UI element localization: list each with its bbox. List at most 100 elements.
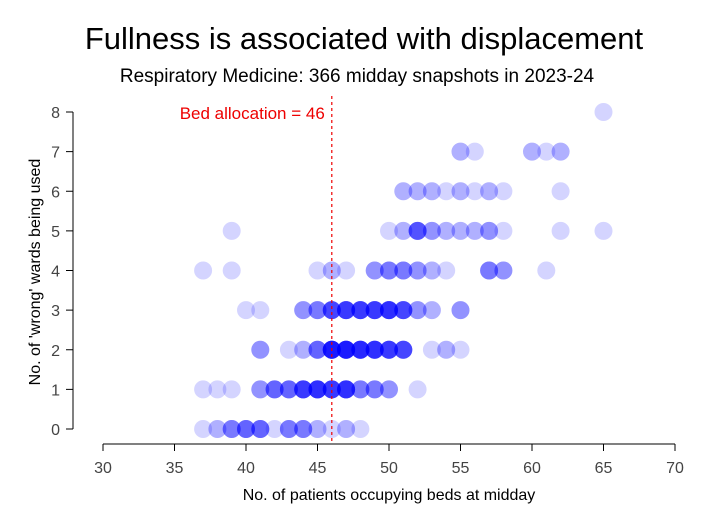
data-point xyxy=(380,340,398,359)
data-point xyxy=(422,221,441,240)
data-point xyxy=(222,261,241,280)
data-point xyxy=(294,301,313,320)
data-point xyxy=(451,301,470,320)
y-tick-label: 8 xyxy=(51,105,60,122)
data-point xyxy=(451,182,470,201)
data-point xyxy=(422,301,441,320)
x-axis-label: No. of patients occupying beds at midday xyxy=(243,487,536,504)
data-point xyxy=(237,420,255,438)
data-point xyxy=(351,380,370,399)
data-point xyxy=(279,420,298,438)
data-point xyxy=(208,420,227,438)
data-point xyxy=(294,380,313,399)
x-tick-label: 30 xyxy=(94,460,112,477)
data-point xyxy=(408,380,427,399)
data-point xyxy=(480,261,499,280)
data-point xyxy=(279,380,298,399)
data-point xyxy=(408,261,427,280)
data-point xyxy=(394,340,413,359)
data-point xyxy=(537,261,556,280)
data-point xyxy=(422,340,441,359)
data-point xyxy=(351,340,370,359)
data-point xyxy=(422,261,441,280)
data-point xyxy=(337,261,356,280)
data-point xyxy=(380,301,398,320)
data-point xyxy=(251,420,270,438)
data-point xyxy=(480,182,499,201)
data-point xyxy=(437,261,456,280)
data-point xyxy=(437,221,456,240)
y-tick-label: 7 xyxy=(51,145,60,162)
data-point xyxy=(351,301,370,320)
chart-title: Fullness is associated with displacement xyxy=(85,21,644,56)
data-point xyxy=(551,182,570,201)
y-tick-label: 1 xyxy=(51,382,60,399)
data-point xyxy=(294,420,313,438)
x-tick-label: 65 xyxy=(595,460,613,477)
data-point xyxy=(294,340,313,359)
data-point xyxy=(437,182,456,201)
data-point xyxy=(322,301,341,320)
y-axis: 0 1 2 3 4 5 6 7 8 xyxy=(51,105,74,439)
y-tick-label: 3 xyxy=(51,303,60,320)
data-point xyxy=(408,182,427,201)
data-point xyxy=(265,380,284,399)
data-point xyxy=(437,340,456,359)
data-point xyxy=(194,261,213,280)
data-point xyxy=(408,221,427,240)
data-point xyxy=(465,182,484,201)
x-tick-label: 50 xyxy=(380,460,398,477)
y-tick-label: 5 xyxy=(51,224,60,241)
data-point xyxy=(322,380,341,399)
data-point xyxy=(337,380,356,399)
data-point xyxy=(394,182,413,201)
data-point xyxy=(537,142,556,161)
data-point xyxy=(279,340,298,359)
data-point xyxy=(465,142,484,161)
data-point xyxy=(308,261,327,280)
data-point xyxy=(380,261,398,280)
y-tick-label: 6 xyxy=(51,184,60,201)
data-point xyxy=(308,340,327,359)
data-point xyxy=(451,340,470,359)
data-point xyxy=(308,380,327,399)
data-point xyxy=(337,301,356,320)
data-point xyxy=(480,221,499,240)
data-point xyxy=(451,221,470,240)
data-point xyxy=(308,420,327,438)
data-point xyxy=(365,261,384,280)
data-point xyxy=(237,301,255,320)
data-point xyxy=(494,182,513,201)
data-point xyxy=(308,301,327,320)
data-point xyxy=(337,420,356,438)
data-point xyxy=(194,380,213,399)
data-point xyxy=(551,142,570,161)
x-tick-label: 45 xyxy=(309,460,327,477)
data-point xyxy=(465,221,484,240)
y-tick-label: 2 xyxy=(51,343,60,360)
data-point xyxy=(408,301,427,320)
data-point xyxy=(551,221,570,240)
data-point xyxy=(380,221,398,240)
data-point xyxy=(365,380,384,399)
x-tick-label: 35 xyxy=(166,460,184,477)
y-tick-label: 4 xyxy=(51,264,60,281)
x-tick-label: 60 xyxy=(523,460,541,477)
data-point xyxy=(251,340,270,359)
data-points xyxy=(194,103,613,438)
data-point xyxy=(194,420,213,438)
x-tick-label: 40 xyxy=(237,460,255,477)
data-point xyxy=(365,301,384,320)
data-point xyxy=(594,103,613,121)
data-point xyxy=(251,301,270,320)
y-tick-label: 0 xyxy=(51,422,60,439)
data-point xyxy=(451,142,470,161)
data-point xyxy=(365,340,384,359)
data-point xyxy=(222,221,241,240)
data-point xyxy=(523,142,541,161)
x-axis: 30 35 40 45 50 55 60 65 70 xyxy=(94,443,684,477)
data-point xyxy=(337,340,356,359)
data-point xyxy=(494,261,513,280)
data-point xyxy=(222,420,241,438)
